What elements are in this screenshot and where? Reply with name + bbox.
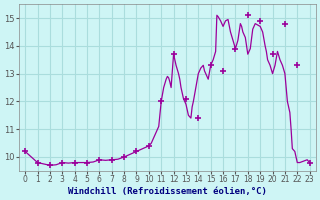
X-axis label: Windchill (Refroidissement éolien,°C): Windchill (Refroidissement éolien,°C) (68, 187, 267, 196)
